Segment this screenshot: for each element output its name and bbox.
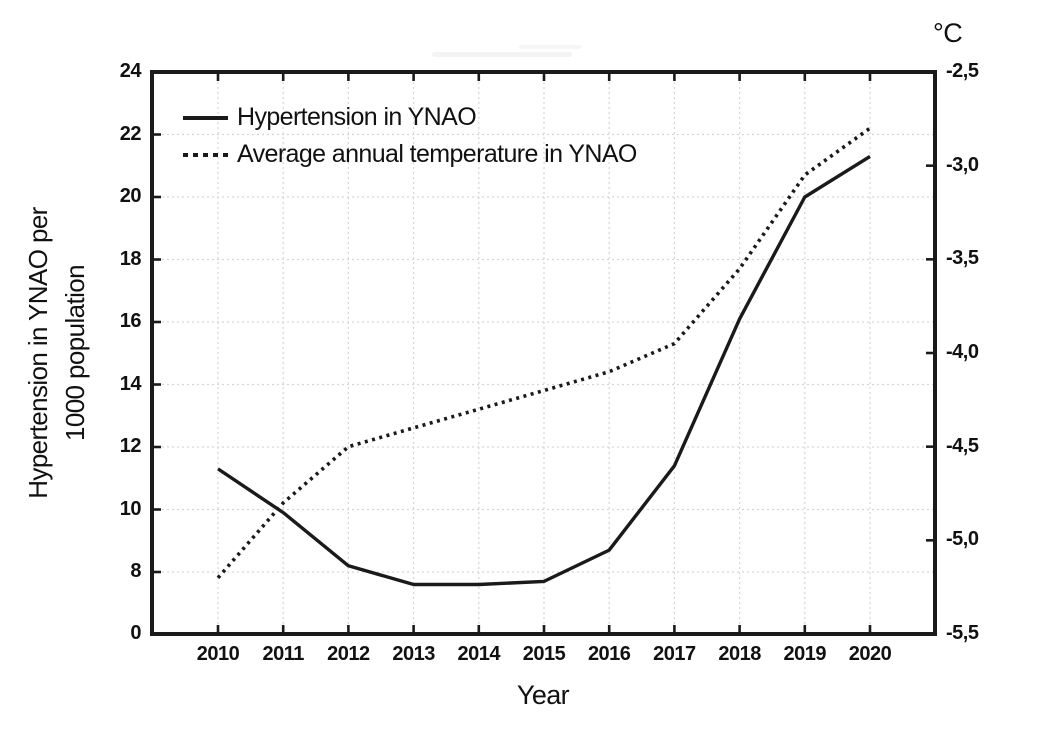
dotted-line-swatch (183, 152, 228, 157)
left-tick-label: 24 (119, 60, 142, 82)
x-tick-label: 2012 (327, 643, 370, 665)
artifact-smudge (519, 45, 581, 49)
right-tick-label: -5,5 (946, 622, 979, 644)
solid-line-swatch (183, 115, 228, 120)
x-tick-label: 2015 (522, 643, 566, 665)
left-tick-label: 8 (130, 560, 141, 582)
legend-label-temperature: Average annual temperature in YNAO (237, 140, 637, 168)
left-tick-label: 18 (119, 247, 142, 270)
right-tick-label: -4,5 (946, 434, 979, 457)
artifact-smudge (432, 52, 572, 57)
right-tick-label: -3,5 (946, 247, 979, 270)
right-axis-title: °C (933, 18, 963, 48)
right-tick-label: -4,0 (946, 341, 979, 363)
x-tick-label: 2020 (848, 643, 892, 665)
right-tick-label: -3,0 (946, 153, 979, 176)
right-tick-label: -2,5 (946, 60, 979, 82)
x-tick-label: 2016 (587, 643, 631, 665)
left-tick-label: 16 (119, 310, 142, 332)
left-tick-label: 20 (119, 185, 142, 207)
legend-item-temperature: Average annual temperature in YNAO (183, 136, 637, 173)
left-tick-label: 22 (119, 122, 142, 145)
right-tick-label: -5,0 (946, 528, 979, 551)
x-axis-title: Year (516, 680, 570, 710)
left-tick-label: 0 (130, 622, 141, 644)
legend-label-hypertension: Hypertension in YNAO (237, 103, 477, 131)
legend: Hypertension in YNAO Average annual temp… (183, 99, 637, 173)
legend-item-hypertension: Hypertension in YNAO (183, 99, 637, 136)
x-tick-label: 2017 (653, 643, 696, 665)
x-tick-label: 2013 (392, 643, 435, 665)
left-tick-label: 14 (119, 372, 142, 395)
left-tick-label: 12 (119, 435, 142, 457)
x-tick-label: 2011 (262, 643, 304, 665)
left-tick-label: 10 (119, 497, 142, 520)
x-tick-label: 2010 (196, 643, 240, 665)
x-tick-label: 2019 (783, 643, 827, 665)
x-tick-label: 2018 (718, 643, 761, 665)
x-tick-label: 2014 (457, 643, 501, 665)
